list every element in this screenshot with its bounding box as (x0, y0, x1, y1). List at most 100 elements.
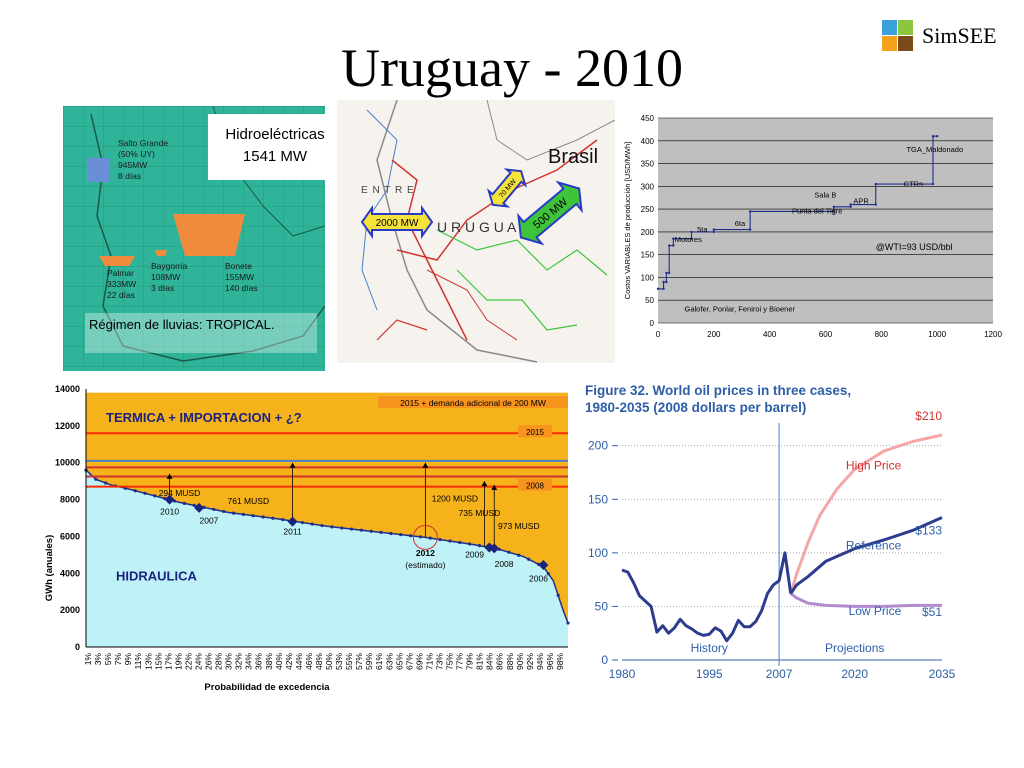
cost-point (935, 135, 939, 138)
cost-label: Motores (675, 235, 702, 244)
thermal-label: TERMICA + IMPORTACION + ¿? (106, 410, 302, 425)
y-tick-label: 50 (595, 599, 609, 613)
y-tick-label: 200 (588, 439, 608, 453)
x-tick-label: 38% (264, 653, 274, 670)
hydro-box-value: 1541 MW (243, 148, 308, 165)
regime-value: TROPICAL. (206, 317, 275, 332)
x-tick-label: 53% (334, 653, 344, 670)
x-tick-label: 81% (475, 653, 485, 670)
chart-subtitle: 1980-2035 (2008 dollars per barrel) (585, 400, 806, 415)
x-tick-label: 1000 (928, 330, 946, 339)
series-label: Reference (846, 539, 902, 553)
x-tick-label: 2020 (841, 667, 868, 681)
end-value-label: $210 (915, 409, 942, 423)
cost-label: @WTI=93 USD/bbl (876, 242, 953, 252)
x-tick-label: 13% (143, 653, 153, 670)
y-tick-label: 150 (641, 251, 655, 260)
x-tick-label: 50% (324, 653, 334, 670)
cost-label: CTRs (904, 179, 923, 188)
cost-point (931, 182, 935, 186)
regime-label: Régimen de lluvias: (89, 317, 206, 332)
cost-point (712, 230, 716, 234)
x-tick-label: 79% (465, 653, 475, 670)
plant-bonete-days: 140 días (225, 283, 258, 293)
annotation: 2008 (495, 559, 514, 569)
logo-square (882, 36, 897, 51)
cost-label: Punta del Tigre (792, 207, 842, 216)
cost-point (832, 210, 836, 213)
cost-point (931, 135, 935, 138)
annotation: 2009 (465, 550, 484, 560)
hydro-title-box (208, 114, 325, 180)
curve-point (379, 530, 383, 534)
cost-point (662, 280, 665, 284)
logo-square (898, 20, 913, 35)
curve-point (94, 477, 98, 481)
cost-point (667, 271, 671, 275)
x-tick-label: 36% (254, 653, 264, 670)
cost-point (832, 205, 836, 209)
end-value-label: $133 (915, 524, 942, 538)
cost-curve-panel: 0 50 100 150 200 250 300 350 400 450 0 200 400 600 800… (620, 108, 1012, 370)
scenario-label: 2015 + demanda adicional de 200 MW (400, 398, 546, 408)
year-marker (489, 543, 500, 554)
plant-palmar-days: 22 días (107, 290, 135, 300)
curve-point (300, 521, 305, 525)
arrow-70-shape (486, 168, 528, 208)
x-tick-label: 69% (414, 653, 424, 670)
y-tick-label: 0 (650, 319, 655, 328)
region-label: Projections (825, 641, 884, 655)
cost-arrow-head (422, 462, 429, 468)
y-tick-label: 0 (75, 642, 80, 652)
x-tick-label: 30% (224, 653, 234, 670)
y-axis-label: GWh (anuales) (44, 535, 55, 602)
cost-arrow-head (166, 473, 173, 479)
plant-salto-power: 945MW (118, 160, 147, 170)
x-tick-label: 19% (173, 653, 183, 670)
curve-point (517, 553, 521, 557)
series-line (789, 592, 942, 608)
hydro-box-title: Hidroeléctricas (225, 126, 324, 143)
x-tick-label: 22% (183, 653, 193, 670)
x-tick-label: 400 (763, 330, 777, 339)
cost-point (672, 237, 675, 240)
demand-label: 2008 (526, 482, 544, 491)
curve-point (409, 534, 413, 538)
plant-baygorria-power: 108MW (151, 272, 180, 282)
curve-point (477, 544, 482, 548)
x-tick-label: 15% (153, 653, 163, 670)
annotation: 735 MUSD (459, 508, 501, 518)
region-label: History (691, 641, 728, 655)
x-tick-label: 46% (304, 653, 314, 670)
logo-square (898, 36, 913, 51)
y-axis-label: Costos VARIABLES de producción [USD/MWh] (623, 142, 632, 299)
curve-point (133, 489, 137, 493)
y-tick-label: 10000 (55, 458, 80, 468)
curve-point (153, 494, 157, 498)
arrow-500-shape (517, 180, 583, 246)
x-tick-label: 73% (434, 653, 444, 670)
year-marker (538, 559, 549, 570)
series-line (621, 551, 793, 643)
cost-point (672, 244, 675, 247)
logo-square (882, 20, 897, 35)
plant-baygorria-name: Baygorria (151, 261, 188, 271)
y-tick-label: 200 (641, 228, 655, 237)
y-tick-label: 450 (641, 114, 655, 123)
brasil-label: Brasil (548, 146, 598, 168)
cost-point (656, 287, 660, 291)
x-tick-label: 42% (284, 653, 294, 670)
x-tick-label: 88% (505, 653, 515, 670)
x-axis-label: Probabilidad de excedencia (204, 682, 330, 692)
plant-bonete-power: 155MW (225, 272, 254, 282)
x-tick-label: 67% (404, 653, 414, 670)
year-marker (287, 516, 298, 527)
annotation: 973 MUSD (498, 521, 540, 531)
curve-point (527, 557, 531, 561)
blue-line (361, 109, 398, 311)
y-tick-label: 50 (645, 296, 654, 305)
grid-map-panel: E N T R E U R U G U A Brasil 2000 MW 70 … (337, 100, 615, 363)
cost-point (667, 244, 671, 247)
curve-point (143, 491, 147, 495)
plant-bonete-name: Bonete (225, 261, 252, 271)
